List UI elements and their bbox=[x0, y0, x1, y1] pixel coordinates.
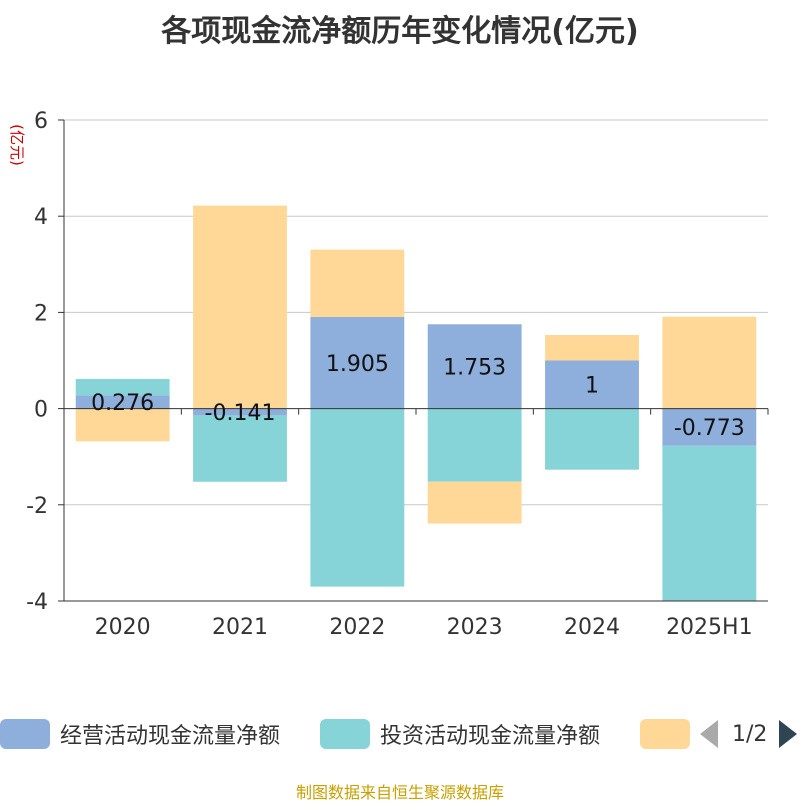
y-tick-label: -2 bbox=[26, 494, 48, 519]
bar-series-2-2021[interactable] bbox=[193, 205, 287, 409]
axis-layer: -4 -2 0 2 4 6 2020 2021 2022 2023 2024 2025H1 bbox=[26, 109, 769, 640]
legend-item-investing[interactable]: 投资活动现金流量净额 bbox=[320, 716, 600, 752]
y-tick-label: 0 bbox=[34, 398, 48, 423]
bar-series-2-2020[interactable] bbox=[75, 408, 170, 442]
y-tick-label: 4 bbox=[34, 205, 48, 230]
y-tick-label: -4 bbox=[26, 590, 48, 615]
bar-series-0-2024[interactable] bbox=[545, 360, 639, 409]
x-tick-label: 2024 bbox=[564, 615, 620, 640]
legend: 经营活动现金流量净额 投资活动现金流量净额 1/2 bbox=[0, 716, 800, 756]
legend-item-financing[interactable] bbox=[640, 716, 690, 752]
x-tick-label: 2025H1 bbox=[666, 615, 753, 640]
legend-page-indicator: 1/2 bbox=[732, 721, 768, 747]
x-tick-label: 2023 bbox=[447, 615, 503, 640]
bar-series-2-2023[interactable] bbox=[427, 481, 522, 524]
bar-series-1-2020[interactable] bbox=[75, 378, 170, 396]
bar-series-1-2022[interactable] bbox=[310, 408, 405, 587]
data-label: -0.773 bbox=[674, 416, 745, 441]
legend-label-operating: 经营活动现金流量净额 bbox=[60, 724, 281, 749]
bar-series-2-2025H1[interactable] bbox=[662, 316, 757, 409]
bars-layer bbox=[75, 205, 757, 601]
bar-series-0-2025H1[interactable] bbox=[662, 408, 757, 446]
legend-label-investing: 投资活动现金流量净额 bbox=[380, 724, 601, 749]
legend-item-operating[interactable]: 经营活动现金流量净额 bbox=[0, 716, 280, 752]
legend-prev-icon[interactable] bbox=[700, 720, 718, 748]
bar-series-2-2022[interactable] bbox=[310, 249, 405, 317]
chart-plot: -4 -2 0 2 4 6 2020 2021 2022 2023 2024 2025H1 0.276… bbox=[8, 109, 769, 640]
legend-next-icon[interactable] bbox=[779, 720, 798, 748]
data-label: 1.753 bbox=[443, 355, 506, 380]
bar-series-0-2023[interactable] bbox=[427, 324, 522, 409]
source-note: 制图数据来自恒生聚源数据库 bbox=[295, 783, 504, 802]
data-label: 1 bbox=[585, 374, 599, 399]
bar-series-0-2021[interactable] bbox=[193, 408, 287, 416]
bar-series-1-2025H1[interactable] bbox=[662, 445, 757, 601]
data-label: 1.905 bbox=[326, 352, 389, 377]
legend-swatch-financing bbox=[640, 719, 690, 749]
bar-series-2-2024[interactable] bbox=[545, 335, 639, 361]
chart-title: 各项现金流净额历年变化情况(亿元) bbox=[161, 14, 639, 49]
y-tick-label: 2 bbox=[34, 301, 48, 326]
bar-series-1-2023[interactable] bbox=[427, 408, 522, 482]
x-tick-label: 2020 bbox=[95, 615, 151, 640]
bar-series-0-2020[interactable] bbox=[75, 395, 170, 409]
x-tick-label: 2022 bbox=[329, 615, 385, 640]
legend-swatch-operating bbox=[0, 719, 50, 749]
y-tick-label: 6 bbox=[34, 109, 48, 134]
bar-series-1-2024[interactable] bbox=[545, 408, 639, 470]
bar-series-0-2022[interactable] bbox=[310, 316, 405, 409]
data-label: 0.276 bbox=[91, 391, 154, 416]
legend-swatch-investing bbox=[320, 719, 370, 749]
legend-pager: 1/2 bbox=[700, 716, 798, 752]
x-tick-label: 2021 bbox=[212, 615, 268, 640]
data-label: -0.141 bbox=[205, 401, 276, 426]
labels-layer: 0.276 -0.141 1.905 1.753 1 -0.773 bbox=[91, 352, 745, 441]
y-unit-label: (亿元) bbox=[8, 124, 26, 166]
bar-series-1-2021[interactable] bbox=[193, 415, 287, 482]
